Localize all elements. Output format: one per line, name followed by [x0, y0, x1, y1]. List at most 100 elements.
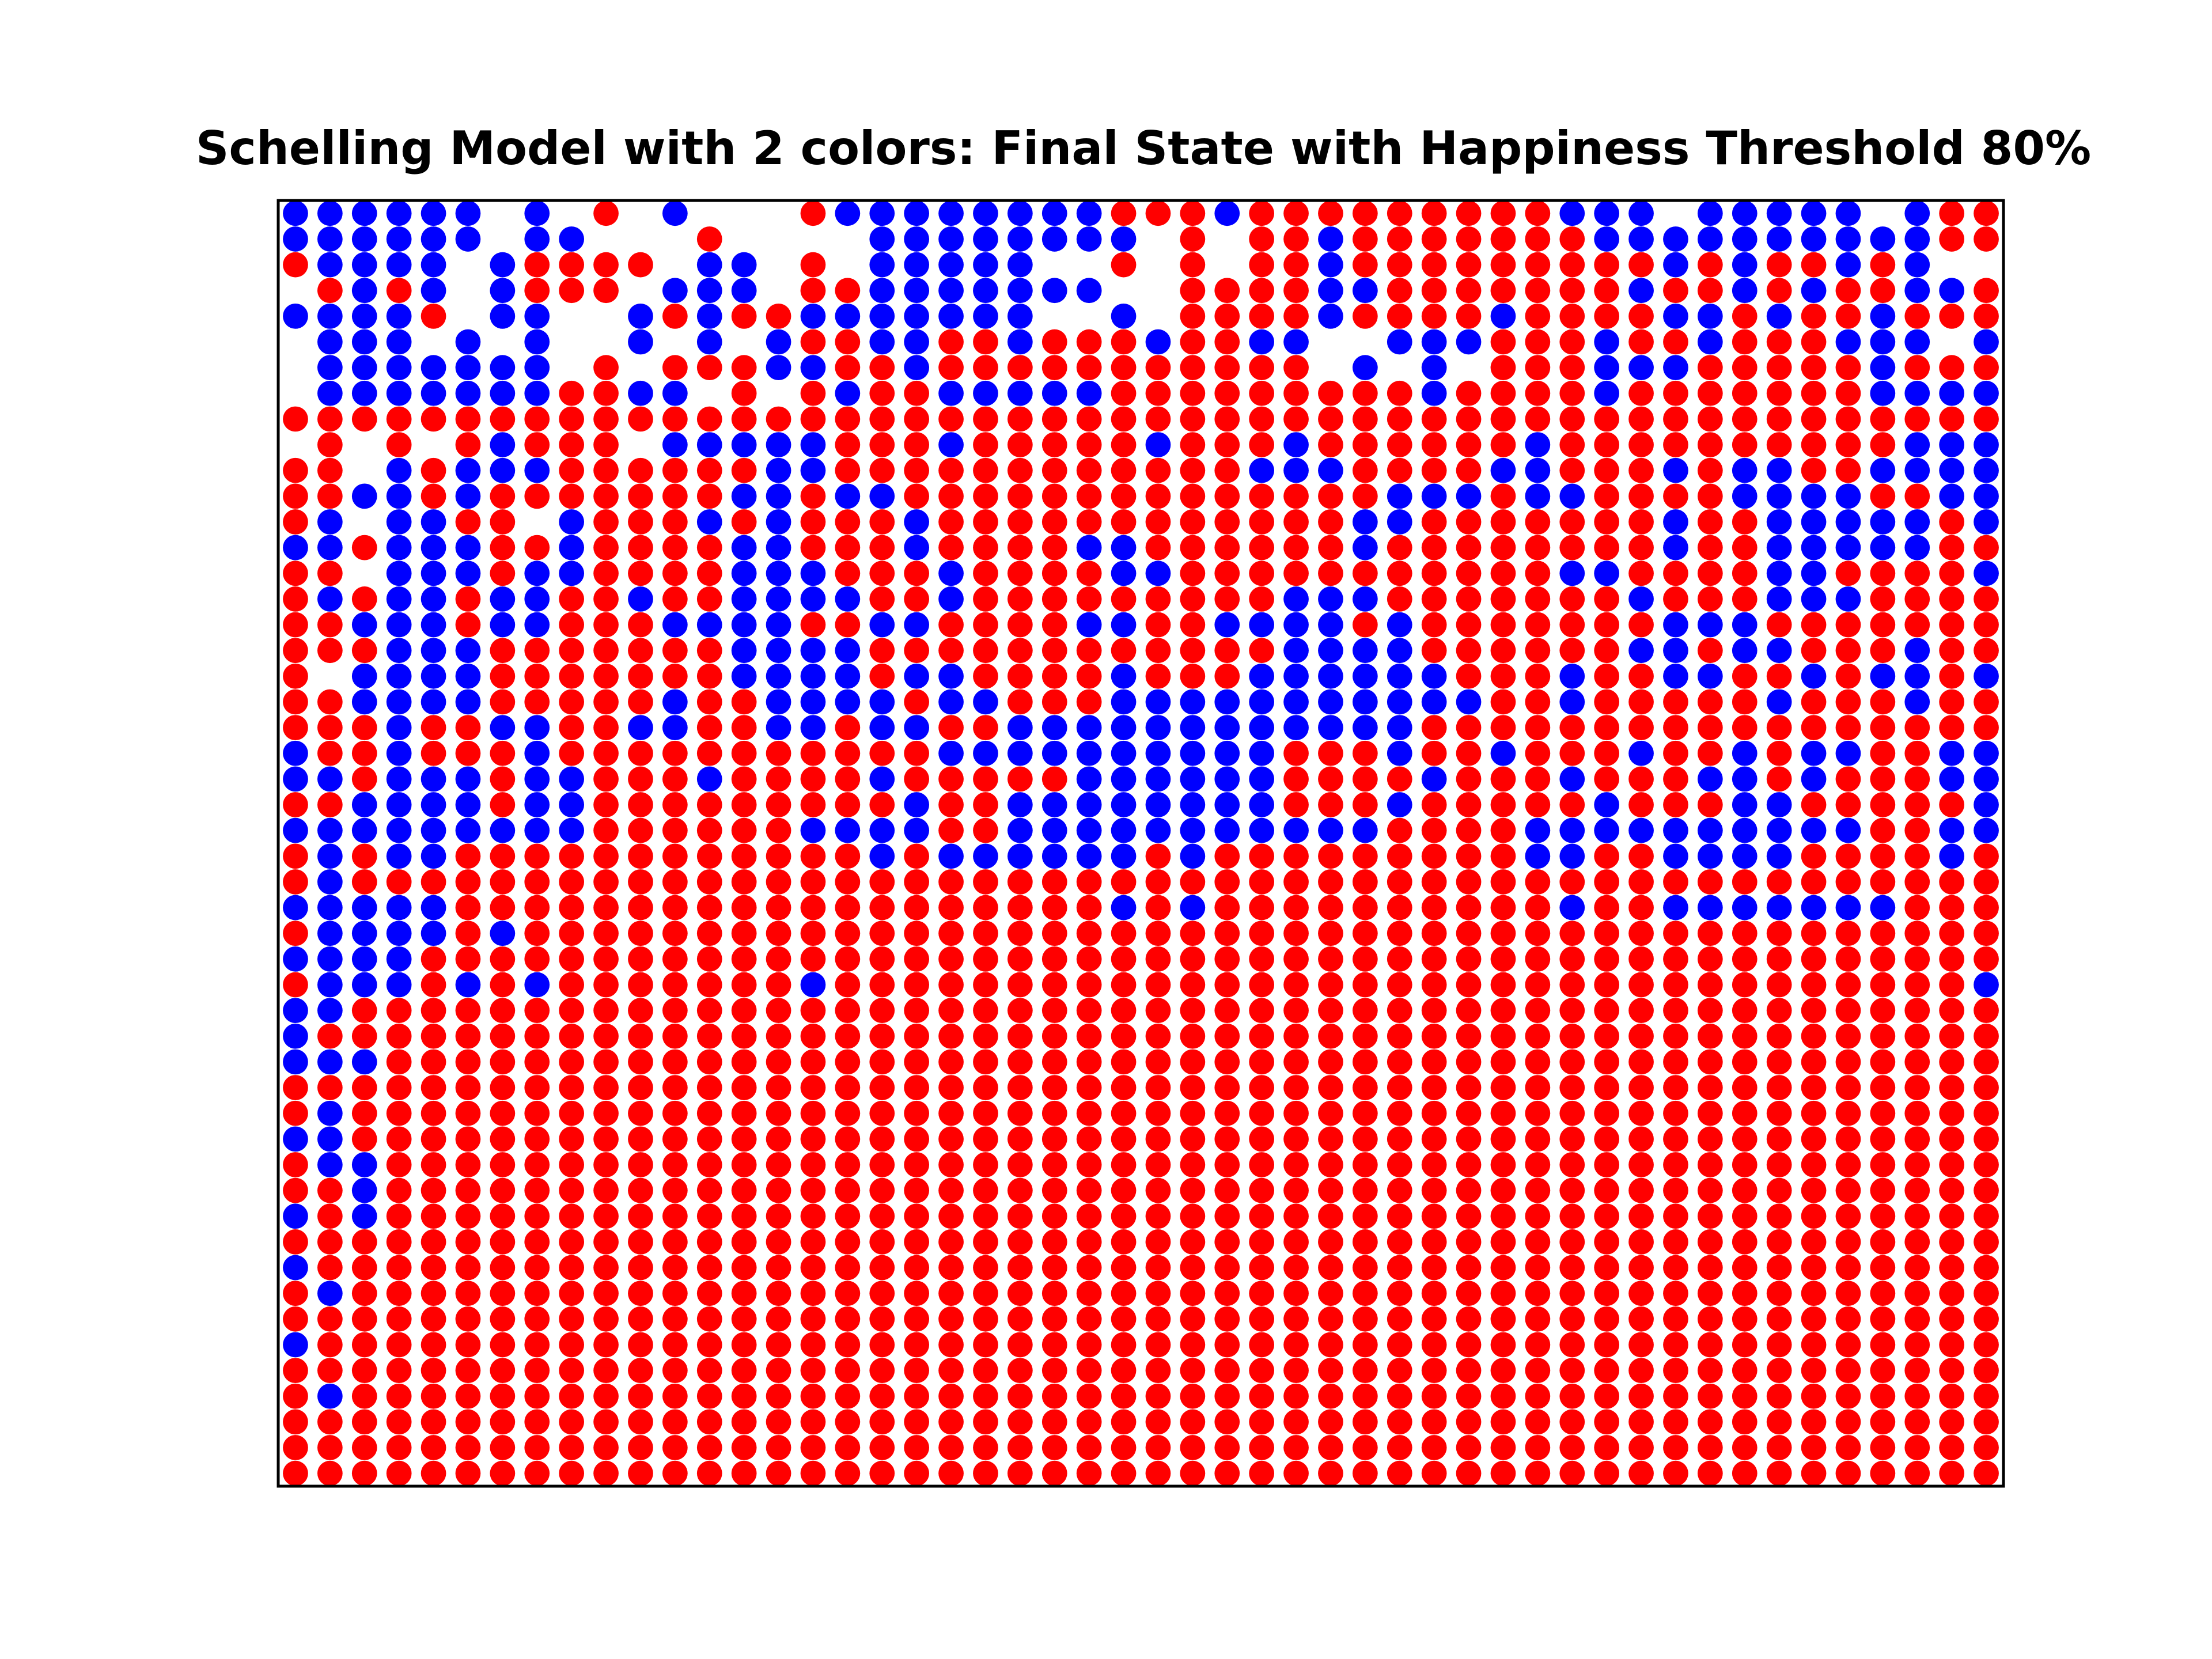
agent-red-point: [1421, 406, 1447, 432]
agent-blue-point: [1697, 200, 1723, 226]
agent-blue-point: [1007, 792, 1033, 817]
agent-blue-point: [1007, 843, 1033, 869]
agent-red-point: [1076, 1306, 1102, 1332]
agent-blue-point: [317, 766, 343, 792]
agent-red-point: [1283, 1075, 1309, 1100]
agent-blue-point: [1904, 278, 1930, 304]
agent-red-point: [835, 509, 861, 535]
agent-blue-point: [1180, 792, 1206, 817]
agent-blue-point: [1352, 715, 1378, 740]
agent-red-point: [1525, 612, 1551, 638]
agent-red-point: [317, 278, 343, 304]
agent-red-point: [1041, 457, 1067, 483]
agent-red-point: [800, 740, 826, 766]
agent-blue-point: [524, 355, 550, 381]
agent-red-point: [696, 226, 722, 252]
agent-red-point: [1939, 200, 1965, 226]
agent-red-point: [1801, 869, 1827, 895]
agent-blue-point: [1352, 535, 1378, 560]
agent-red-point: [1732, 560, 1758, 586]
agent-red-point: [593, 921, 619, 946]
agent-red-point: [317, 715, 343, 740]
agent-red-point: [490, 1435, 516, 1460]
agent-red-point: [1180, 560, 1206, 586]
agent-red-point: [628, 1049, 653, 1075]
agent-red-point: [1697, 1435, 1723, 1460]
agent-red-point: [1352, 304, 1378, 329]
agent-red-point: [628, 740, 653, 766]
agent-red-point: [593, 1306, 619, 1332]
agent-red-point: [283, 1460, 308, 1486]
agent-red-point: [1387, 535, 1412, 560]
agent-blue-point: [351, 329, 377, 355]
agent-red-point: [662, 1126, 688, 1152]
agent-blue-point: [1801, 817, 1827, 843]
agent-red-point: [351, 1255, 377, 1281]
agent-red-point: [1870, 843, 1896, 869]
agent-blue-point: [490, 817, 516, 843]
agent-red-point: [800, 483, 826, 509]
agent-blue-point: [1732, 817, 1758, 843]
agent-red-point: [1939, 509, 1965, 535]
agent-blue-point: [317, 1383, 343, 1409]
agent-blue-point: [662, 612, 688, 638]
agent-red-point: [593, 1126, 619, 1152]
agent-blue-point: [800, 663, 826, 689]
agent-red-point: [1421, 252, 1447, 278]
agent-red-point: [1456, 817, 1482, 843]
agent-red-point: [1594, 1255, 1620, 1281]
agent-red-point: [1628, 560, 1654, 586]
agent-red-point: [731, 380, 757, 406]
agent-red-point: [1974, 1409, 1999, 1435]
agent-red-point: [731, 843, 757, 869]
agent-red-point: [766, 1049, 791, 1075]
agent-blue-point: [1766, 586, 1792, 612]
agent-red-point: [1214, 457, 1240, 483]
agent-red-point: [351, 869, 377, 895]
agent-red-point: [455, 843, 481, 869]
agent-blue-point: [1939, 766, 1965, 792]
agent-blue-point: [455, 226, 481, 252]
agent-blue-point: [1766, 200, 1792, 226]
agent-red-point: [1076, 1409, 1102, 1435]
agent-red-point: [1663, 1306, 1688, 1332]
agent-red-point: [1697, 457, 1723, 483]
agent-blue-point: [1835, 483, 1861, 509]
agent-red-point: [421, 304, 446, 329]
agent-red-point: [662, 792, 688, 817]
agent-red-point: [351, 1358, 377, 1383]
agent-red-point: [1766, 329, 1792, 355]
agent-red-point: [1456, 895, 1482, 921]
agent-red-point: [1145, 895, 1171, 921]
agent-blue-point: [386, 638, 412, 664]
agent-red-point: [1732, 1075, 1758, 1100]
agent-red-point: [1835, 612, 1861, 638]
agent-red-point: [1525, 1306, 1551, 1332]
agent-red-point: [593, 1100, 619, 1126]
agent-red-point: [317, 1435, 343, 1460]
agent-red-point: [628, 1358, 653, 1383]
agent-blue-point: [559, 766, 585, 792]
agent-blue-point: [1421, 329, 1447, 355]
agent-red-point: [1421, 1023, 1447, 1049]
agent-blue-point: [696, 612, 722, 638]
agent-red-point: [800, 329, 826, 355]
agent-red-point: [904, 689, 930, 715]
agent-red-point: [766, 1435, 791, 1460]
agent-blue-point: [766, 535, 791, 560]
agent-red-point: [1525, 869, 1551, 895]
agent-red-point: [1387, 766, 1412, 792]
agent-red-point: [1801, 689, 1827, 715]
agent-blue-point: [731, 663, 757, 689]
agent-blue-point: [938, 200, 964, 226]
agent-blue-point: [1318, 586, 1343, 612]
agent-blue-point: [351, 1177, 377, 1203]
agent-red-point: [1007, 612, 1033, 638]
agent-red-point: [1594, 638, 1620, 664]
agent-blue-point: [1801, 560, 1827, 586]
agent-blue-point: [1974, 380, 1999, 406]
agent-red-point: [628, 869, 653, 895]
agent-red-point: [1214, 843, 1240, 869]
agent-red-point: [973, 972, 998, 998]
agent-red-point: [973, 792, 998, 817]
